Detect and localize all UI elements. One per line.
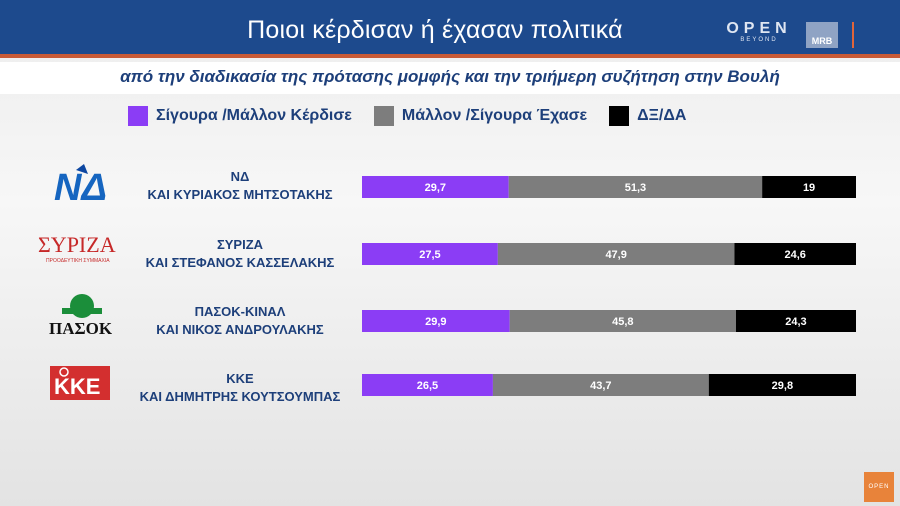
legend-swatch-dk	[609, 106, 630, 126]
brand-main-text: OPEN	[726, 20, 792, 37]
nd-logo-mark	[76, 164, 88, 174]
data-label-won-1: 27,5	[419, 249, 440, 261]
legend-item-won: Σίγουρα /Μάλλον Κέρδισε	[128, 106, 352, 126]
party-name: ΣΥΡΙΖΑ	[216, 237, 264, 252]
brand-sub-text: BEYOND	[740, 37, 778, 43]
bar-lost-1	[497, 243, 735, 265]
data-label-won-0: 29,7	[425, 182, 446, 194]
chart-title: Ποιοι κέρδισαν ή έχασαν πολιτικά	[247, 16, 623, 44]
bar-lost-0	[508, 176, 763, 198]
bar-won-0	[362, 176, 509, 198]
legend-swatch-lost	[373, 106, 394, 126]
legend-swatch-won	[128, 106, 148, 126]
leader-name: ΚΑΙ ΝΙΚΟΣ ΑΝΔΡΟΥΛΑΚΗΣ	[156, 322, 324, 337]
data-label-dk-0: 19	[803, 182, 815, 194]
nd-logo-icon: ΝΔ	[54, 164, 107, 208]
data-label-won-3: 26,5	[417, 380, 438, 392]
legend-label-lost: Μάλλον /Σίγουρα Έχασε	[401, 107, 588, 124]
chart-legend: Σίγουρα /Μάλλον Κέρδισε Μάλλον /Σίγουρα …	[128, 104, 708, 128]
data-label-dk-2: 24,3	[785, 316, 806, 328]
header-bar	[0, 0, 900, 58]
data-label-lost-0: 51,3	[625, 182, 646, 194]
data-label-won-2: 29,9	[425, 316, 446, 328]
row-label-kke: ΚΚΕ ΚΑΙ ΔΗΜΗΤΡΗΣ ΚΟΥΤΣΟΥΜΠΑΣ	[120, 370, 360, 406]
data-label-dk-1: 24,6	[785, 249, 806, 261]
row-label-pasok: ΠΑΣΟΚ-ΚΙΝΑΛ ΚΑΙ ΝΙΚΟΣ ΑΝΔΡΟΥΛΑΚΗΣ	[120, 303, 360, 339]
data-label-lost-1: 47,9	[605, 249, 626, 261]
subtitle-band	[0, 62, 900, 94]
syriza-logo-icon: ΣΥΡΙΖΑ ΠΡΟΟΔΕΥΤΙΚΗ ΣΥΜΜΑΧΙΑ	[38, 232, 116, 264]
syriza-logo-text: ΣΥΡΙΖΑ	[38, 232, 116, 257]
party-name: ΚΚΕ	[226, 371, 254, 386]
bar-lost-3	[492, 374, 709, 396]
legend-label-dk: ΔΞ/ΔΑ	[637, 107, 687, 124]
mrb-logo: MRB	[806, 22, 838, 48]
pasok-logo-icon: ΠΑΣΟΚ	[49, 294, 113, 338]
chart-subtitle: από την διαδικασία της πρότασης μομφής κ…	[120, 67, 780, 86]
bar-dk-3	[708, 374, 856, 396]
bar-won-1	[362, 243, 498, 265]
data-label-dk-3: 29,8	[772, 380, 793, 392]
party-name: ΠΑΣΟΚ-ΚΙΝΑΛ	[194, 304, 286, 319]
bar-won-3	[362, 374, 493, 396]
bar-dk-1	[734, 243, 856, 265]
channel-watermark-icon: OPEN	[864, 472, 894, 502]
pasok-sun-rays	[62, 308, 102, 314]
row-label-nd: ΝΔ ΚΑΙ ΚΥΡΙΑΚΟΣ ΜΗΤΣΟΤΑΚΗΣ	[120, 168, 360, 204]
open-beyond-logo: OPEN BEYOND	[724, 20, 794, 43]
leader-name: ΚΑΙ ΣΤΕΦΑΝΟΣ ΚΑΣΣΕΛΑΚΗΣ	[145, 255, 335, 270]
legend-item-lost: Μάλλον /Σίγουρα Έχασε	[373, 106, 588, 126]
legend-item-dk: ΔΞ/ΔΑ	[609, 106, 686, 126]
kke-hammer-sickle-icon	[59, 367, 69, 377]
row-label-syriza: ΣΥΡΙΖΑ ΚΑΙ ΣΤΕΦΑΝΟΣ ΚΑΣΣΕΛΑΚΗΣ	[120, 236, 360, 272]
bar-lost-2	[509, 310, 736, 332]
leader-name: ΚΑΙ ΔΗΜΗΤΡΗΣ ΚΟΥΤΣΟΥΜΠΑΣ	[139, 389, 341, 404]
bar-dk-2	[735, 310, 856, 332]
nd-logo-text: ΝΔ	[54, 167, 107, 208]
bar-won-2	[362, 310, 510, 332]
pasok-logo-text: ΠΑΣΟΚ	[49, 319, 113, 338]
bar-dk-0	[762, 176, 856, 198]
data-label-lost-3: 43,7	[590, 380, 611, 392]
syriza-logo-subtext: ΠΡΟΟΔΕΥΤΙΚΗ ΣΥΜΜΑΧΙΑ	[46, 258, 110, 264]
legend-label-won: Σίγουρα /Μάλλον Κέρδισε	[156, 107, 352, 124]
party-name: ΝΔ	[230, 169, 250, 184]
kke-logo-icon: ΚΚΕ	[50, 366, 110, 400]
data-label-lost-2: 45,8	[612, 316, 633, 328]
brand-divider	[852, 22, 854, 48]
leader-name: ΚΑΙ ΚΥΡΙΑΚΟΣ ΜΗΤΣΟΤΑΚΗΣ	[147, 187, 333, 202]
kke-logo-text: ΚΚΕ	[54, 374, 100, 399]
